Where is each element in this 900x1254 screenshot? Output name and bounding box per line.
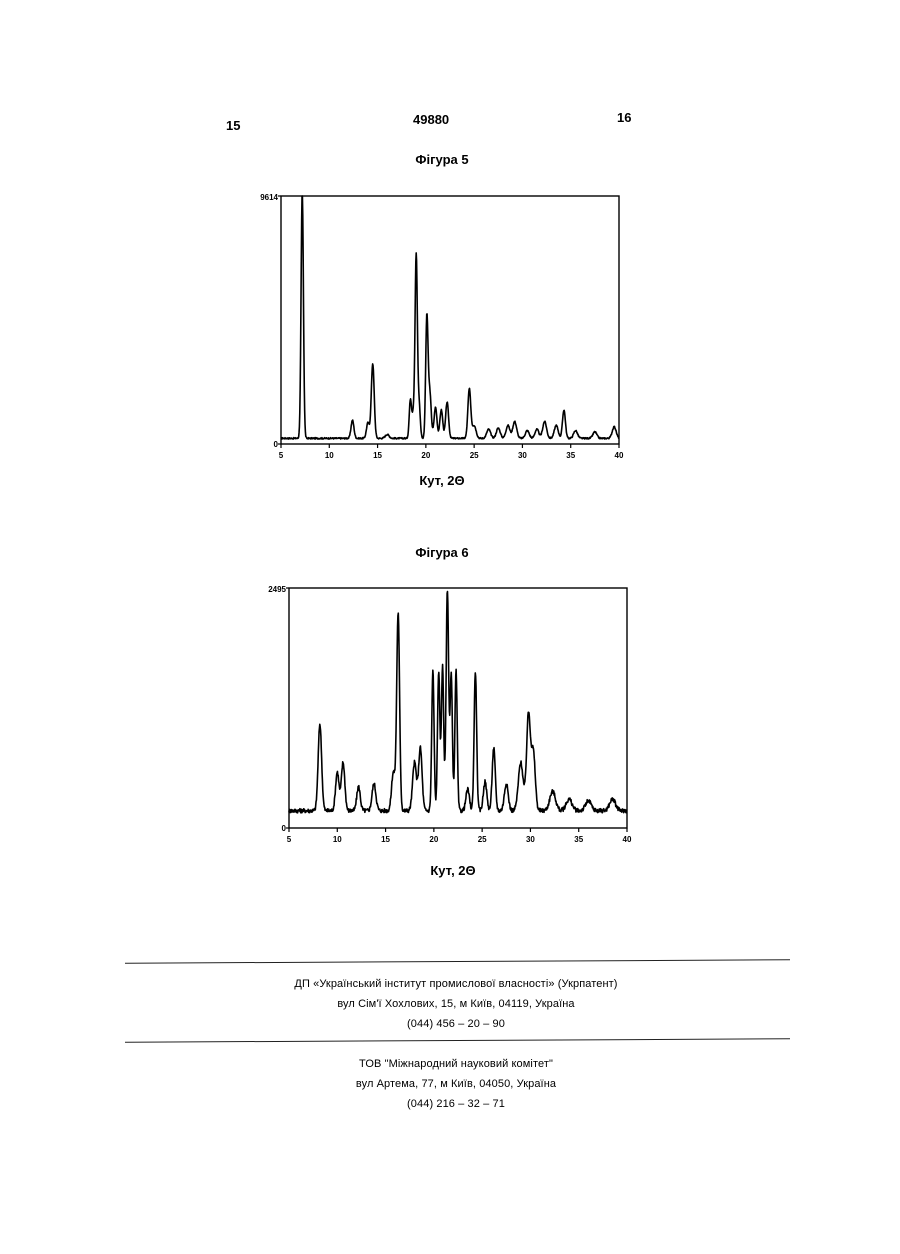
x-tick-label: 35: [566, 451, 575, 460]
y-tick-label-max: 2495: [268, 585, 286, 594]
figure-6-chart: 5 10 15 20 25 30 35 40 0 2495: [255, 580, 635, 855]
figure-5-chart: 5 10 15 20 25 30 35 40 0 9614: [250, 188, 630, 468]
x-tick-label: 15: [381, 835, 390, 844]
footer-org-2-address: вул Артема, 77, м Київ, 04050, Україна: [156, 1078, 756, 1090]
x-tick-label: 30: [518, 451, 527, 460]
x-tick-label: 20: [421, 451, 430, 460]
footer-rule-top: [125, 959, 790, 963]
x-tick-label: 20: [429, 835, 438, 844]
footer-org-2-phone: (044) 216 – 32 – 71: [156, 1098, 756, 1110]
page-number-right: 16: [617, 110, 631, 125]
x-tick-label: 35: [574, 835, 583, 844]
footer-org-1-name: ДП «Український інститут промислової вла…: [156, 978, 756, 990]
y-tick-label-max: 9614: [260, 193, 278, 202]
plot-frame: [281, 196, 619, 444]
x-tick-label: 40: [615, 451, 624, 460]
x-tick-label: 5: [287, 835, 292, 844]
y-tick-label-min: 0: [282, 824, 287, 833]
page-number-left: 15: [226, 118, 240, 133]
figure-5-x-axis-label: Кут, 2Θ: [342, 473, 542, 488]
diffraction-curve: [281, 196, 619, 439]
figure-6-title: Фігура 6: [342, 545, 542, 560]
footer-org-1-address: вул Сім'ї Хохлових, 15, м Київ, 04119, У…: [156, 998, 756, 1010]
diffraction-curve: [289, 592, 627, 813]
x-tick-label: 40: [623, 835, 632, 844]
footer-org-2-name: ТОВ "Міжнародний науковий комітет": [156, 1058, 756, 1070]
x-tick-label: 25: [470, 451, 479, 460]
x-tick-label: 10: [333, 835, 342, 844]
x-tick-label: 30: [526, 835, 535, 844]
footer-org-1-phone: (044) 456 – 20 – 90: [156, 1018, 756, 1030]
figure-5-title: Фігура 5: [342, 152, 542, 167]
y-tick-label-min: 0: [274, 440, 279, 449]
footer-rule-bottom: [125, 1038, 790, 1042]
figure-6-x-axis-label: Кут, 2Θ: [353, 863, 553, 878]
document-number: 49880: [413, 112, 449, 127]
x-tick-label: 15: [373, 451, 382, 460]
x-tick-label: 5: [279, 451, 284, 460]
x-tick-label: 10: [325, 451, 334, 460]
x-tick-label: 25: [478, 835, 487, 844]
